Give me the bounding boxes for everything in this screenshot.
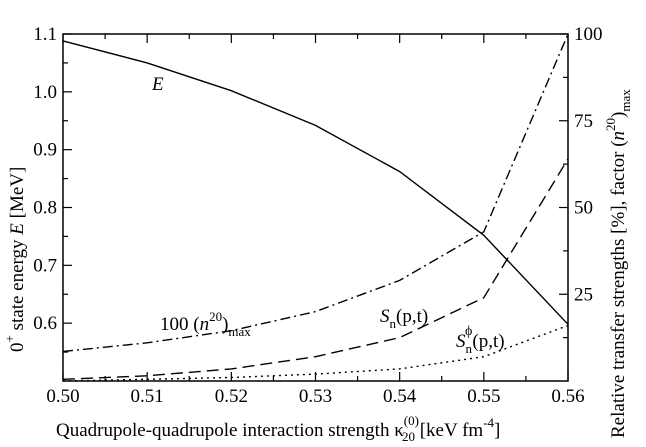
y-left-tick-label: 1.1 bbox=[33, 24, 57, 45]
label-n20max: 100 (n20)max bbox=[160, 309, 251, 339]
x-axis-label-unit: [keV fm bbox=[415, 420, 483, 441]
y-left-tick-label: 1.0 bbox=[33, 82, 57, 103]
x-axis-label: Quadrupole-quadrupole interaction streng… bbox=[56, 413, 500, 444]
label-Snphi-rest: (p,t) bbox=[472, 331, 504, 352]
label-Sn-sub: n bbox=[390, 316, 397, 331]
label-Snphi: Snϕ(p,t) bbox=[456, 324, 505, 356]
y-right-tick-label: 100 bbox=[574, 24, 603, 45]
y-left-tick-label: 0.7 bbox=[33, 255, 57, 276]
x-axis-label-unit-close: ] bbox=[494, 420, 500, 441]
label-n20max-close: ) bbox=[222, 314, 228, 335]
label-n20max-sup: 20 bbox=[209, 309, 222, 324]
y-right-label-sub: max bbox=[618, 89, 633, 112]
y-left-label-sup: + bbox=[2, 335, 17, 342]
series-line-dashed bbox=[62, 158, 569, 380]
y-right-tick-label: 50 bbox=[574, 198, 593, 219]
y-right-tick-label: 25 bbox=[574, 284, 593, 305]
x-tick-label: 0.52 bbox=[215, 386, 248, 407]
x-tick-label: 0.53 bbox=[299, 386, 332, 407]
label-n20max-sub: max bbox=[228, 324, 251, 339]
y-left-label-E: E bbox=[7, 223, 28, 236]
x-axis-label-sup: (0) bbox=[404, 413, 419, 428]
y-left-tick-label: 0.9 bbox=[33, 140, 57, 161]
y-left-tick-label: 0.8 bbox=[33, 198, 57, 219]
x-tick-label: 0.54 bbox=[383, 386, 417, 407]
plot-frame bbox=[62, 33, 569, 382]
label-Sn: Sn(p,t) bbox=[380, 306, 428, 331]
y-right-label-sup: 20 bbox=[603, 118, 618, 131]
label-Sn-S: S bbox=[380, 306, 390, 327]
x-axis-label-unit-sup: -4 bbox=[483, 415, 494, 430]
y-left-label-prefix: 0 bbox=[7, 343, 28, 353]
x-tick-label: 0.56 bbox=[551, 386, 584, 407]
y-right-label-prefix: Relative transfer strengths [%], factor … bbox=[608, 140, 629, 438]
x-tick-label: 0.55 bbox=[467, 386, 500, 407]
label-n20max-n: n bbox=[200, 314, 210, 335]
label-Snphi-sup: ϕ bbox=[465, 324, 472, 339]
series-line-dotted bbox=[62, 324, 569, 382]
label-Snphi-sub: n bbox=[466, 341, 473, 356]
y-left-tick-label: 0.6 bbox=[33, 313, 57, 334]
y-right-label-close: ) bbox=[608, 112, 629, 118]
y-left-label-middle: state energy bbox=[7, 235, 28, 335]
x-axis-label-sub: 20 bbox=[402, 429, 415, 444]
series-line-solid bbox=[62, 40, 569, 325]
label-Snphi-S: S bbox=[456, 331, 466, 352]
y-right-tick-label: 75 bbox=[574, 111, 593, 132]
ticks-group bbox=[62, 33, 569, 381]
x-tick-label: 0.50 bbox=[46, 386, 79, 407]
x-axis-label-main: Quadrupole-quadrupole interaction streng… bbox=[56, 420, 404, 441]
tick-labels-group: 0.50 0.51 0.52 0.53 0.54 0.55 0.56 0.6 0.7 0.8 0.9… bbox=[33, 24, 602, 407]
label-E: E bbox=[151, 74, 164, 95]
y-right-label-n: n bbox=[608, 131, 629, 141]
y-left-label-suffix: [MeV] bbox=[7, 167, 28, 223]
series-line-dash-dot bbox=[62, 33, 569, 353]
x-tick-label: 0.51 bbox=[131, 386, 164, 407]
y-axis-left-label: 0+ state energy E [MeV] bbox=[2, 167, 28, 352]
series-group bbox=[62, 33, 569, 382]
label-Sn-rest: (p,t) bbox=[396, 306, 428, 327]
label-n20max-prefix: 100 ( bbox=[160, 314, 200, 335]
y-axis-right-label: Relative transfer strengths [%], factor … bbox=[603, 89, 633, 438]
